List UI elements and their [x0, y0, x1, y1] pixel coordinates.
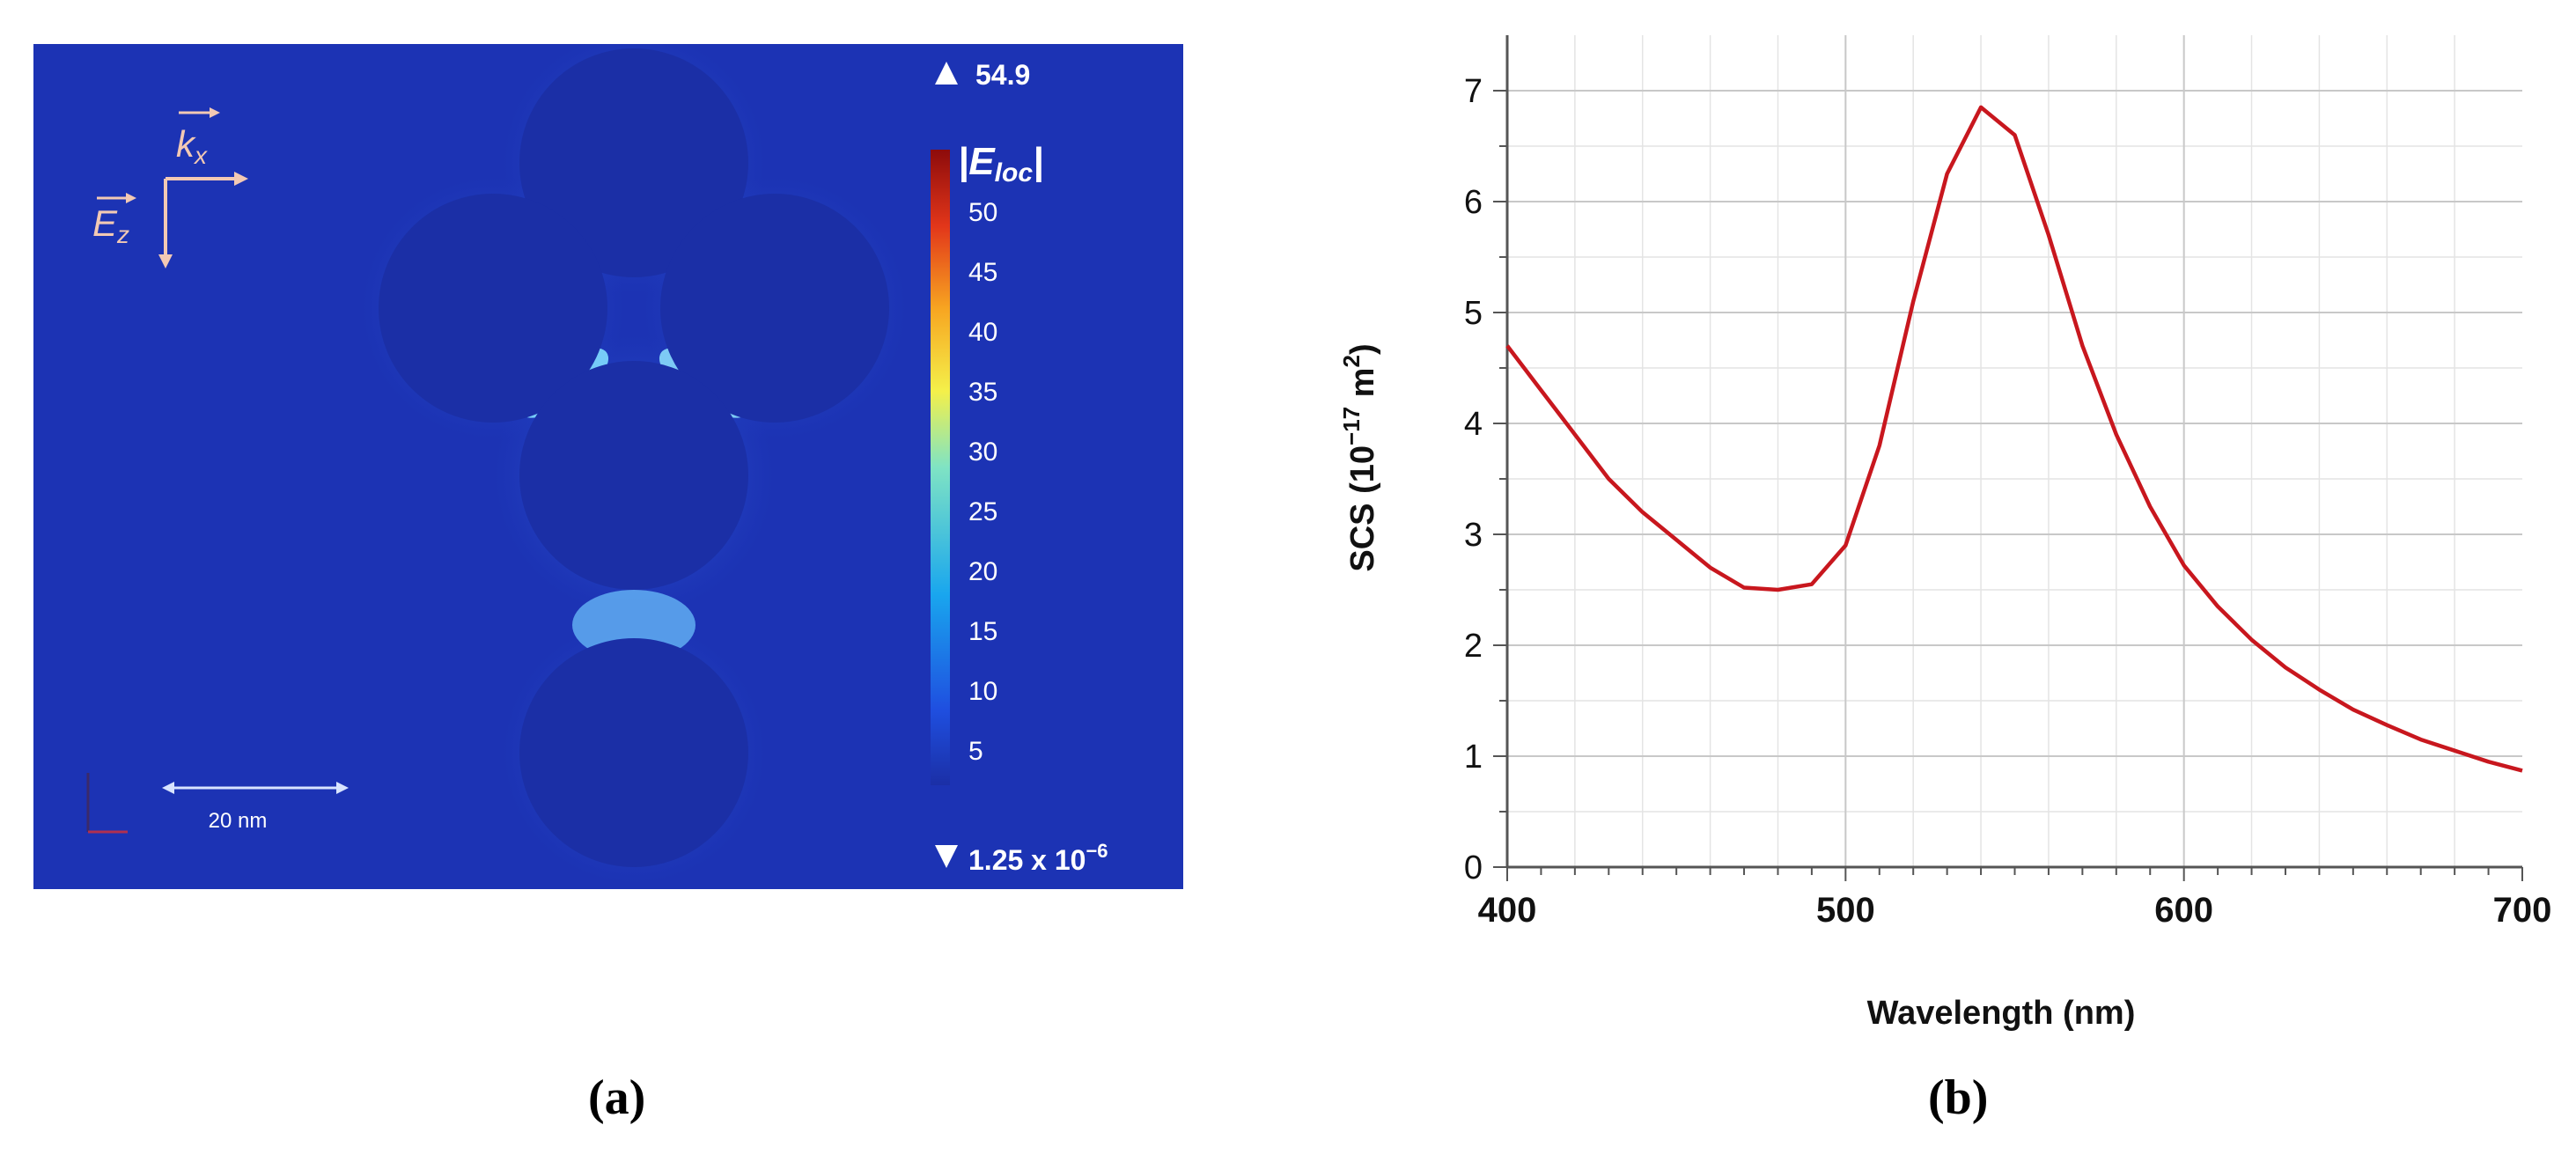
- scs-series-line: [1505, 105, 2523, 773]
- min-marker-icon: [935, 845, 958, 868]
- y-axis-label: SCS (10−17 m2): [1338, 343, 1381, 571]
- colorbar-tick-label: 15: [968, 617, 997, 646]
- colorbar-tick-label: 45: [968, 258, 997, 287]
- nanosphere: [519, 638, 748, 867]
- field-map-panel: kx Ez 20 nm 54.9 1.25 x 10−6 |Eloc| 50 45…: [33, 44, 1183, 889]
- scale-bar: [162, 782, 349, 794]
- colorbar: [931, 150, 950, 785]
- major-gridlines: [1507, 35, 2522, 867]
- e-label: Ez: [92, 202, 129, 248]
- colorbar-ticks: 50 45 40 35 30 25 20 15 10 5: [968, 198, 997, 766]
- nanosphere: [519, 361, 748, 590]
- axis-glyph: [86, 773, 128, 834]
- y-tick-label: 3: [1464, 517, 1483, 554]
- x-tick-label: 500: [1816, 891, 1875, 930]
- colorbar-tick-label: 25: [968, 497, 997, 526]
- direction-indicator: [97, 107, 248, 268]
- nanosphere: [379, 194, 607, 423]
- k-label: kx: [176, 123, 208, 169]
- colorbar-tick-label: 35: [968, 378, 997, 407]
- x-tick-label: 600: [2154, 891, 2213, 930]
- y-tick-label: 2: [1464, 628, 1483, 665]
- y-tick-label: 1: [1464, 739, 1483, 776]
- nanosphere-array: [361, 44, 907, 885]
- x-tick-labels: 400 500 600 700: [1478, 891, 2552, 930]
- colorbar-title: |Eloc|: [958, 140, 1043, 188]
- colorbar-min: 1.25 x 10−6: [968, 840, 1108, 876]
- x-axis-label: Wavelength (nm): [1867, 995, 2136, 1032]
- colorbar-tick-label: 40: [968, 318, 997, 347]
- axes: [1493, 35, 2523, 881]
- colorbar-tick-label: 5: [968, 737, 983, 766]
- nanosphere: [660, 194, 889, 423]
- y-tick-labels: 0 1 2 3 4 5 6 7: [1464, 73, 1483, 886]
- panel-b-label: (b): [1928, 1070, 1989, 1125]
- y-tick-label: 4: [1464, 406, 1483, 443]
- y-tick-label: 6: [1464, 184, 1483, 221]
- y-tick-label: 5: [1464, 295, 1483, 332]
- max-marker-icon: [935, 62, 958, 85]
- y-tick-label: 7: [1464, 73, 1483, 110]
- scs-line-chart: 400 500 600 700 0 1 2 3 4 5 6 7 Wavelength (nm) SC…: [1338, 35, 2552, 1032]
- colorbar-tick-label: 30: [968, 438, 997, 467]
- x-tick-label: 700: [2493, 891, 2552, 930]
- y-tick-label: 0: [1464, 849, 1483, 886]
- colorbar-tick-label: 10: [968, 677, 997, 706]
- nanosphere: [519, 48, 748, 277]
- panel-a-label: (a): [588, 1070, 646, 1125]
- colorbar-max: 54.9: [975, 59, 1030, 91]
- series: [1505, 105, 2523, 773]
- x-tick-label: 400: [1478, 891, 1537, 930]
- colorbar-tick-label: 50: [968, 198, 997, 227]
- scale-bar-label: 20 nm: [209, 809, 268, 833]
- colorbar-tick-label: 20: [968, 557, 997, 586]
- minor-gridlines: [1507, 35, 2522, 867]
